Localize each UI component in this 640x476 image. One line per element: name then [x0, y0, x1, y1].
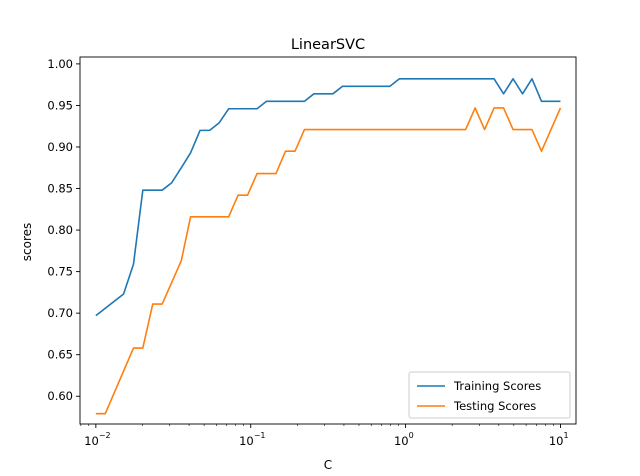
- legend-label-2: Testing Scores: [453, 399, 536, 413]
- x-tick-exponent: −1: [254, 431, 266, 440]
- y-tick-label: 0.90: [47, 140, 73, 154]
- x-tick-label: 10 −1: [239, 431, 265, 448]
- axes-frame: [79, 56, 577, 425]
- y-tick-label: 0.95: [47, 98, 73, 112]
- plot-area: [79, 56, 577, 425]
- chart-title: LinearSVC: [291, 37, 365, 53]
- y-tick-label: 0.70: [47, 306, 73, 320]
- legend-box: [408, 371, 571, 419]
- series-line-1: [95, 78, 561, 317]
- x-tick-base: 10: [549, 434, 564, 448]
- y-tick-label: 1.00: [47, 57, 73, 71]
- y-tick-label: 0.60: [47, 389, 73, 403]
- x-tick-label: 10 0: [394, 431, 414, 448]
- x-tick-exponent: −2: [99, 431, 111, 440]
- legend: Training Scores Testing Scores: [408, 371, 571, 419]
- x-tick-exponent: 1: [563, 431, 568, 440]
- x-tick-base: 10: [394, 434, 409, 448]
- x-tick-base: 10: [84, 434, 99, 448]
- x-tick-label: 10 1: [549, 431, 569, 448]
- y-tick-label: 0.65: [47, 348, 73, 362]
- y-tick-label: 0.80: [47, 223, 73, 237]
- y-tick-label: 0.85: [47, 182, 73, 196]
- x-axis: 10 −2 10 −1 10 0 10 1: [80, 424, 569, 448]
- legend-label-1: Training Scores: [453, 379, 541, 393]
- y-axis-label: scores: [20, 223, 34, 262]
- x-tick-base: 10: [239, 434, 254, 448]
- y-tick-label: 0.75: [47, 265, 73, 279]
- series-line-2: [95, 107, 562, 415]
- x-tick-exponent: 0: [409, 431, 414, 440]
- x-axis-label: C: [324, 458, 332, 472]
- y-axis: 0.60 0.65 0.70 0.75 0.80 0.85 0.90 0.95 1.00: [47, 57, 80, 403]
- x-tick-label: 10 −2: [84, 431, 110, 448]
